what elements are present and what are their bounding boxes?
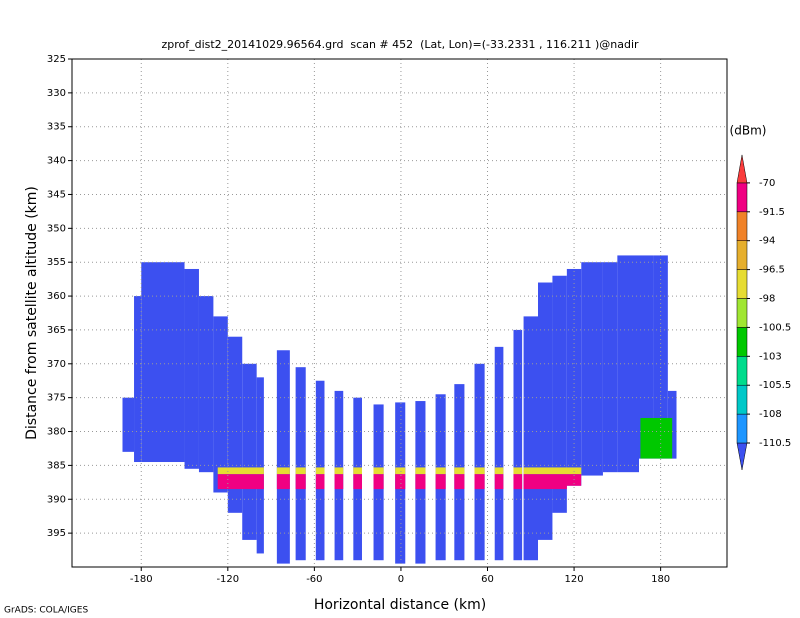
strip (295, 367, 306, 561)
colorbar-label: -91.5 (759, 207, 785, 218)
y-tick-label: 330 (47, 88, 66, 99)
strip (122, 397, 135, 452)
strip (581, 262, 603, 476)
x-tick-label: -120 (216, 574, 239, 585)
echo-band (217, 467, 582, 475)
y-tick-label: 340 (47, 156, 66, 167)
strip (513, 329, 523, 561)
colorbar-label: -94 (759, 236, 775, 247)
strip (523, 316, 539, 561)
x-tick-label: 0 (398, 574, 404, 585)
y-tick-label: 335 (47, 122, 66, 133)
colorbar-segment (736, 240, 748, 270)
strip (474, 363, 485, 561)
colorbar-low (736, 442, 748, 471)
colorbar-label: -98 (759, 294, 775, 305)
colorbar-unit: (dBm) (730, 124, 767, 138)
strip (276, 350, 290, 564)
y-tick-label: 360 (47, 291, 66, 302)
y-tick-label: 370 (47, 359, 66, 370)
strip (552, 275, 567, 513)
strip (538, 282, 553, 540)
strip (602, 262, 618, 473)
colorbar-segment (736, 182, 748, 213)
strip (198, 296, 214, 473)
x-tick-label: 60 (481, 574, 494, 585)
colorbar-label: -103 (759, 351, 782, 362)
y-tick-label: 395 (47, 528, 66, 539)
colorbar-segment (736, 269, 748, 299)
x-tick-label: -60 (306, 574, 322, 585)
strip (184, 268, 199, 469)
strip (213, 316, 228, 493)
strip (242, 363, 257, 540)
y-tick-label: 375 (47, 393, 66, 404)
colorbar-segment (736, 356, 748, 386)
y-tick-label: 385 (47, 460, 66, 471)
colorbar-label: -70 (759, 178, 775, 189)
strip (134, 296, 142, 463)
x-axis-label: Horizontal distance (km) (314, 597, 486, 613)
colorbar-label: -105.5 (759, 380, 791, 391)
y-tick-label: 325 (47, 54, 66, 65)
y-tick-label: 355 (47, 257, 66, 268)
strip (638, 255, 654, 459)
footer: GrADS: COLA/IGES (4, 606, 88, 616)
x-tick-label: -180 (130, 574, 153, 585)
strip (653, 255, 668, 459)
y-axis-label: Distance from satellite altitude (km) (24, 186, 40, 440)
x-tick-label: 180 (651, 574, 670, 585)
echo-band (640, 417, 673, 459)
x-tick-label: 120 (565, 574, 584, 585)
colorbar-segment (736, 327, 748, 357)
plot-frame (71, 58, 728, 568)
colorbar-label: -100.5 (759, 322, 791, 333)
y-tick-label: 365 (47, 325, 66, 336)
colorbar-high (736, 154, 748, 184)
colorbar-segment (736, 211, 748, 241)
y-tick-label: 345 (47, 189, 66, 200)
strip (494, 346, 504, 561)
colorbar-label: -110.5 (759, 438, 791, 449)
strip (566, 268, 582, 486)
y-tick-label: 350 (47, 223, 66, 234)
colorbar-segment (736, 298, 748, 328)
colorbar-label: -96.5 (759, 265, 785, 276)
strip (141, 262, 185, 463)
chart-title: zprof_dist2_20141029.96564.grd scan # 45… (161, 38, 639, 51)
colorbar-segment (736, 413, 748, 444)
y-tick-label: 390 (47, 494, 66, 505)
colorbar-label: -108 (759, 409, 782, 420)
echo-band (217, 474, 582, 490)
y-tick-label: 380 (47, 427, 66, 438)
colorbar-segment (736, 384, 748, 415)
